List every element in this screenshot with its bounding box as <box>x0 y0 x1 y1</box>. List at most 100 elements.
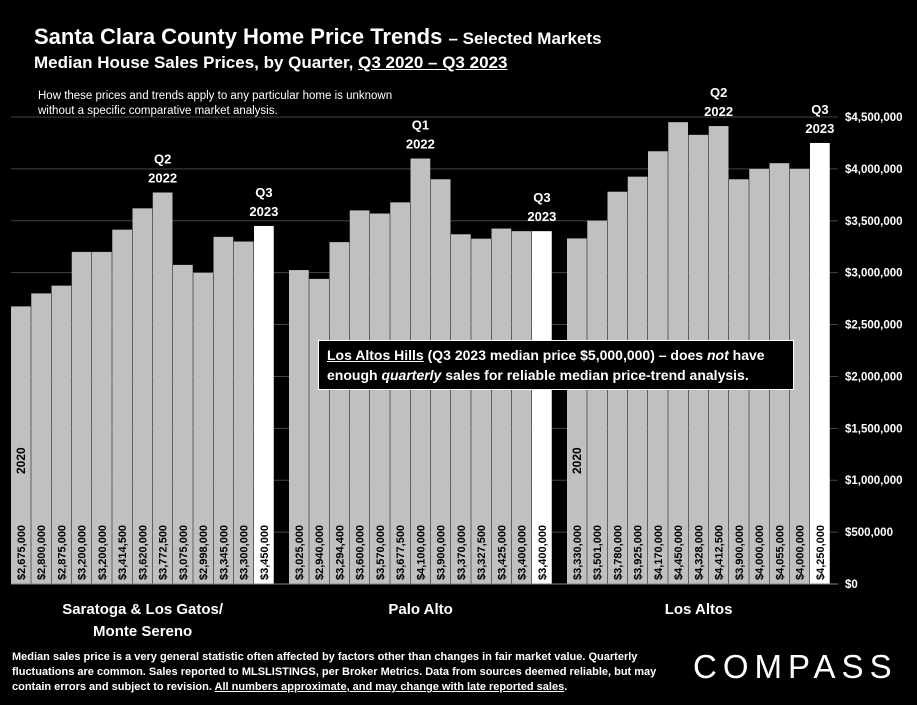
bar-annotation: Q2 <box>154 151 171 166</box>
bar-data-label: $4,000,000 <box>795 525 807 580</box>
chart-subtitle-range: Q3 2020 – Q3 2023 <box>358 53 508 72</box>
callout-part1: (Q3 2023 median price $5,000,000) – does <box>423 347 707 363</box>
bar-annotation: 2023 <box>527 209 556 224</box>
bar-data-label: $3,620,000 <box>137 525 149 580</box>
bar-data-label: $4,170,000 <box>653 525 665 580</box>
y-tick-label: $500,000 <box>845 527 893 539</box>
callout-link-text: Los Altos Hills <box>327 347 424 363</box>
bar <box>789 168 810 584</box>
bar <box>567 238 587 585</box>
callout-box: Los Altos Hills (Q3 2023 median price $5… <box>318 340 794 390</box>
bar-data-label: $2,800,000 <box>36 525 48 580</box>
y-tick-label: $4,500,000 <box>845 112 903 124</box>
bar <box>511 231 532 584</box>
footer-underlined: All numbers approximate, and may change … <box>214 681 565 693</box>
bar-data-label: $3,294,400 <box>334 525 346 580</box>
bar-data-label: $4,328,000 <box>693 525 705 580</box>
chart-subtitle: Median House Sales Prices, by Quarter, Q… <box>34 53 507 73</box>
bar <box>329 242 350 584</box>
bar-data-label: $3,200,000 <box>97 525 109 580</box>
bar-data-label: $4,412,500 <box>714 525 726 580</box>
y-tick-label: $3,500,000 <box>845 216 903 228</box>
bar-data-label: $4,055,000 <box>774 525 786 580</box>
y-tick-label: $4,000,000 <box>845 164 903 176</box>
bar-data-label: $3,075,000 <box>178 525 190 580</box>
bar-data-label: $3,330,000 <box>572 525 584 580</box>
chart-title-suffix: – Selected Markets <box>448 29 602 48</box>
footer-end: . <box>564 681 568 693</box>
bar-data-label: $3,327,500 <box>476 525 488 580</box>
bar-data-label: $3,570,000 <box>375 525 387 580</box>
bar <box>289 270 309 584</box>
bar <box>471 238 491 584</box>
bar <box>11 306 31 584</box>
bar-data-label: $2,675,000 <box>16 525 28 580</box>
compass-logo: COMPASS <box>693 648 898 685</box>
bar <box>451 234 471 584</box>
chart-title-main: Santa Clara County Home Price Trends <box>34 24 443 49</box>
callout-part3: sales for reliable median price-trend an… <box>441 367 749 383</box>
bar <box>349 210 370 584</box>
bar <box>51 285 72 584</box>
bar <box>193 272 213 584</box>
bar <box>213 236 234 584</box>
bar-annotation: Q1 <box>412 118 429 133</box>
bar <box>810 142 830 584</box>
bar-data-label: $4,250,000 <box>815 525 827 580</box>
bar-annotation: Q3 <box>255 185 272 200</box>
bar-data-label: $4,100,000 <box>415 525 427 580</box>
bar-data-label: $2,998,000 <box>198 525 210 580</box>
bar-data-label: $2,875,000 <box>56 525 68 580</box>
bar-annotation: Q3 <box>811 102 828 117</box>
bar <box>233 241 254 585</box>
bar-data-label: $3,450,000 <box>259 525 271 580</box>
bar-data-label: $3,501,000 <box>592 525 604 580</box>
bar-data-label: $3,600,000 <box>355 525 367 580</box>
bar <box>92 251 112 584</box>
bar-data-label: $3,400,000 <box>517 525 529 580</box>
bar <box>587 220 607 584</box>
bar-data-label: $3,345,000 <box>218 525 230 580</box>
group-label: Palo Alto <box>388 601 452 618</box>
bar-data-label: $4,000,000 <box>754 525 766 580</box>
bar-annotation: 2022 <box>406 137 435 152</box>
y-tick-label: $1,000,000 <box>845 475 903 487</box>
bar-data-label: $3,900,000 <box>734 525 746 580</box>
bar-data-label: $3,300,000 <box>239 525 251 580</box>
chart-title: Santa Clara County Home Price Trends – S… <box>34 24 602 50</box>
bar-data-label: $3,780,000 <box>612 525 624 580</box>
bar-data-label: $3,900,000 <box>436 525 448 580</box>
bar-data-label: $3,025,000 <box>294 525 306 580</box>
bar-data-label: $3,200,000 <box>77 525 89 580</box>
bar <box>31 293 51 584</box>
bar-data-label: $3,370,000 <box>456 525 468 580</box>
bar-annotation: Q2 <box>710 85 727 100</box>
bar-annotation: Q3 <box>533 190 550 205</box>
callout-emph1: not <box>707 347 729 363</box>
disclaimer-note: How these prices and trends apply to any… <box>38 90 393 117</box>
bar <box>370 213 390 584</box>
bar <box>390 202 410 584</box>
bar <box>132 208 153 584</box>
bar-data-label: $3,425,000 <box>496 525 508 580</box>
y-tick-label: $0 <box>845 579 858 591</box>
footer-note: Median sales price is a very general sta… <box>12 650 682 695</box>
year-annotation: 2020 <box>14 447 28 474</box>
bar-data-label: $4,450,000 <box>673 525 685 580</box>
group-label: Monte Sereno <box>93 623 192 640</box>
y-tick-label: $3,000,000 <box>845 268 903 280</box>
bar-data-label: $3,925,000 <box>633 525 645 580</box>
bar <box>491 228 512 585</box>
bar-data-label: $3,677,500 <box>395 525 407 580</box>
y-tick-label: $2,000,000 <box>845 371 903 383</box>
year-annotation: 2020 <box>570 447 584 474</box>
bar-data-label: $2,940,000 <box>314 525 326 580</box>
bar-annotation: 2023 <box>805 121 834 136</box>
footer-text: Median sales price is a very general sta… <box>12 651 657 693</box>
bar-data-label: $3,400,000 <box>537 525 549 580</box>
y-tick-label: $2,500,000 <box>845 320 903 332</box>
y-tick-label: $1,500,000 <box>845 423 903 435</box>
bar <box>71 251 92 584</box>
group-label: Los Altos <box>665 601 733 618</box>
bar <box>532 231 552 584</box>
